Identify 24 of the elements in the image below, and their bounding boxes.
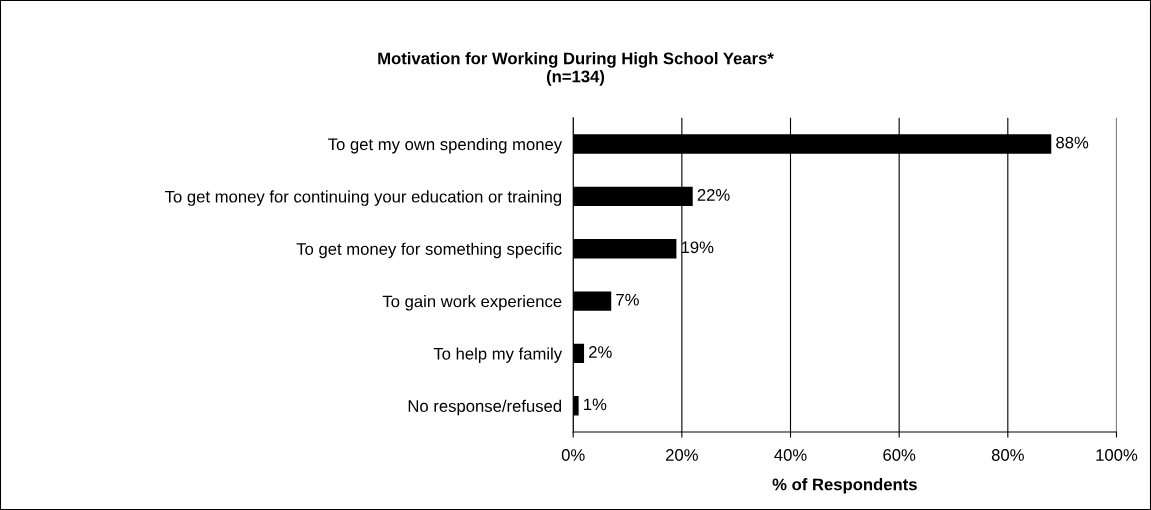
data-label: 88% — [1056, 136, 1089, 149]
y-tick-label: To get my own spending money — [328, 137, 563, 154]
y-tick-label: To help my family — [433, 347, 563, 363]
bar — [573, 239, 677, 259]
bar — [573, 396, 579, 416]
x-axis-title: % of Respondents — [772, 478, 917, 494]
x-tick-label: 20% — [666, 449, 698, 461]
data-label: 2% — [589, 346, 612, 358]
x-tick-label: 80% — [991, 449, 1024, 461]
y-tick-label: To get money for continuing your education or training — [165, 190, 562, 206]
x-tick-label: 40% — [774, 449, 807, 461]
bar — [573, 343, 585, 364]
chart-title: Motivation for Working During High School Years* (n=134) — [378, 52, 774, 86]
data-label: 1% — [584, 398, 607, 411]
y-tick-label: No response/refused — [408, 399, 562, 416]
x-tick-label: 0% — [561, 449, 585, 461]
bar — [573, 291, 612, 311]
x-tick-label: 60% — [883, 449, 916, 461]
data-label: 7% — [616, 293, 639, 306]
x-tick-label: 100% — [1096, 449, 1138, 461]
data-label: 19% — [681, 241, 714, 254]
y-tick-label: To gain work experience — [382, 295, 562, 311]
data-label: 22% — [697, 189, 730, 201]
y-tick-label: To get money for something specific — [296, 242, 562, 259]
